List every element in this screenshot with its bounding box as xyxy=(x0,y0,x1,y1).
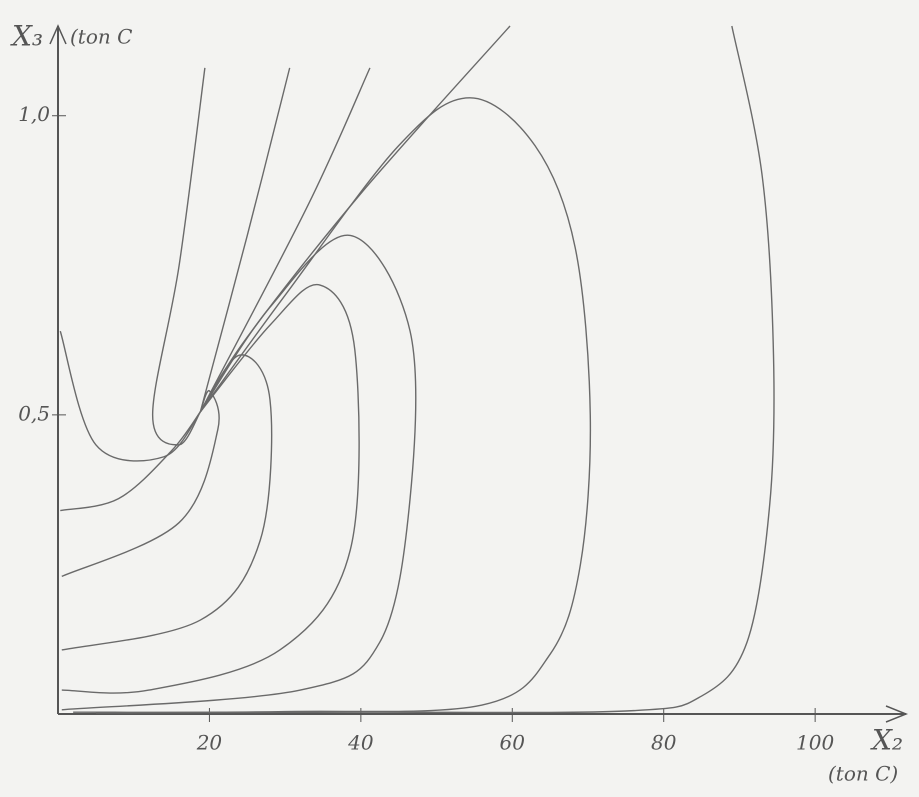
trajectory xyxy=(61,283,360,694)
trajectory xyxy=(73,97,592,714)
trajectory xyxy=(61,390,220,578)
trajectory xyxy=(61,354,273,651)
x-tick-label: 60 xyxy=(500,731,526,755)
x-axis-arrow xyxy=(885,705,909,723)
trajectory xyxy=(59,330,201,462)
x-tick-label: 80 xyxy=(651,731,677,755)
trajectory xyxy=(199,67,291,413)
y-tick-label: 1,0 xyxy=(18,102,50,126)
trajectory xyxy=(199,67,371,413)
x-unit: (ton C) xyxy=(828,762,898,786)
x-label: X₂ xyxy=(870,724,903,757)
trajectory xyxy=(60,411,201,512)
trajectory xyxy=(61,234,417,711)
y-unit: (ton C xyxy=(70,25,132,49)
x-tick-label: 40 xyxy=(347,731,374,755)
x-tick-label: 100 xyxy=(796,731,834,755)
y-axis-arrow xyxy=(49,24,67,45)
y-label: X₃ xyxy=(10,20,43,53)
y-tick-label: 0,5 xyxy=(18,401,50,425)
x-tick-label: 20 xyxy=(196,731,223,755)
